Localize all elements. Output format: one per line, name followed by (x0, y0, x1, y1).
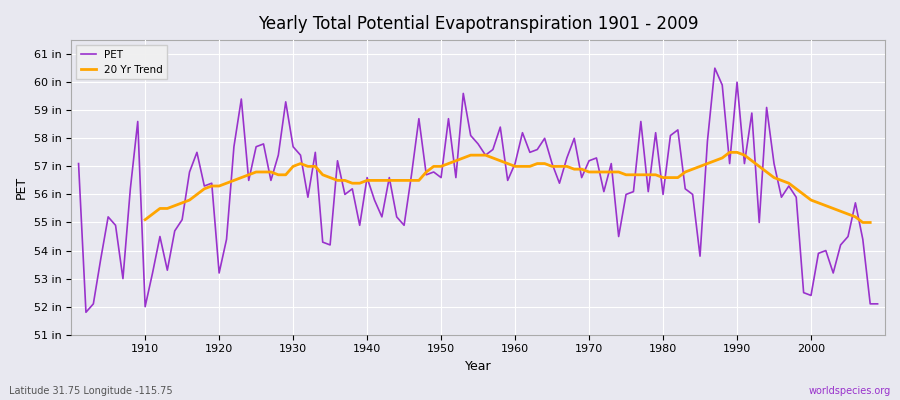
PET (872, 302, 883, 306)
Text: worldspecies.org: worldspecies.org (809, 386, 891, 396)
20 Yr Trend (502, 161, 513, 166)
PET (509, 161, 520, 166)
PET (80, 310, 91, 315)
PET (346, 186, 357, 191)
PET (606, 161, 616, 166)
Line: PET: PET (78, 68, 878, 312)
20 Yr Trend (525, 164, 535, 169)
PET (709, 66, 720, 70)
X-axis label: Year: Year (464, 360, 491, 373)
20 Yr Trend (332, 178, 343, 183)
20 Yr Trend (140, 217, 150, 222)
20 Yr Trend (858, 220, 868, 225)
PET (140, 304, 150, 309)
PET (302, 195, 313, 200)
20 Yr Trend (362, 178, 373, 183)
20 Yr Trend (865, 220, 876, 225)
Title: Yearly Total Potential Evapotranspiration 1901 - 2009: Yearly Total Potential Evapotranspiratio… (257, 15, 698, 33)
20 Yr Trend (724, 150, 735, 155)
20 Yr Trend (310, 164, 320, 169)
Y-axis label: PET: PET (15, 176, 28, 199)
Legend: PET, 20 Yr Trend: PET, 20 Yr Trend (76, 45, 167, 79)
Text: Latitude 31.75 Longitude -115.75: Latitude 31.75 Longitude -115.75 (9, 386, 173, 396)
PET (73, 161, 84, 166)
20 Yr Trend (709, 158, 720, 163)
PET (518, 130, 528, 135)
Line: 20 Yr Trend: 20 Yr Trend (145, 152, 870, 222)
